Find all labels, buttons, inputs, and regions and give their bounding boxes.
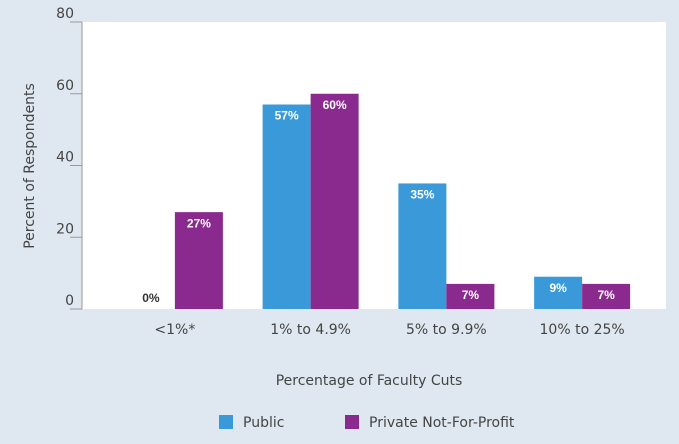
bar <box>534 276 583 309</box>
legend-label: Private Not-For-Profit <box>369 415 515 431</box>
bar <box>310 93 359 309</box>
value-label: 7% <box>597 288 615 302</box>
x-tick-label: 10% to 25% <box>540 322 625 338</box>
legend-label: Public <box>243 415 284 431</box>
plot-area <box>82 22 666 309</box>
legend-swatch <box>219 415 233 429</box>
bar <box>262 104 311 309</box>
value-label: 27% <box>187 216 211 230</box>
bar <box>446 283 495 309</box>
y-tick-label: 20 <box>56 221 74 237</box>
y-tick-label: 80 <box>56 6 74 22</box>
y-tick-label: 40 <box>56 150 74 166</box>
legend-swatch <box>345 415 359 429</box>
value-label: 60% <box>323 98 347 112</box>
x-axis-title: Percentage of Faculty Cuts <box>276 373 463 389</box>
y-tick-label: 60 <box>56 78 74 94</box>
x-tick-label: 1% to 4.9% <box>270 322 351 338</box>
value-label: 9% <box>549 281 567 295</box>
x-tick-label: <1%* <box>154 322 195 338</box>
value-label: 35% <box>410 188 434 202</box>
bar <box>398 183 447 309</box>
value-label: 57% <box>275 109 299 123</box>
bar <box>174 212 223 309</box>
x-tick-label: 5% to 9.9% <box>406 322 487 338</box>
bar <box>582 283 631 309</box>
value-label: 7% <box>462 288 480 302</box>
y-axis-title: Percent of Respondents <box>22 83 38 249</box>
y-tick-label: 0 <box>65 293 74 309</box>
value-label: 0% <box>142 291 160 305</box>
